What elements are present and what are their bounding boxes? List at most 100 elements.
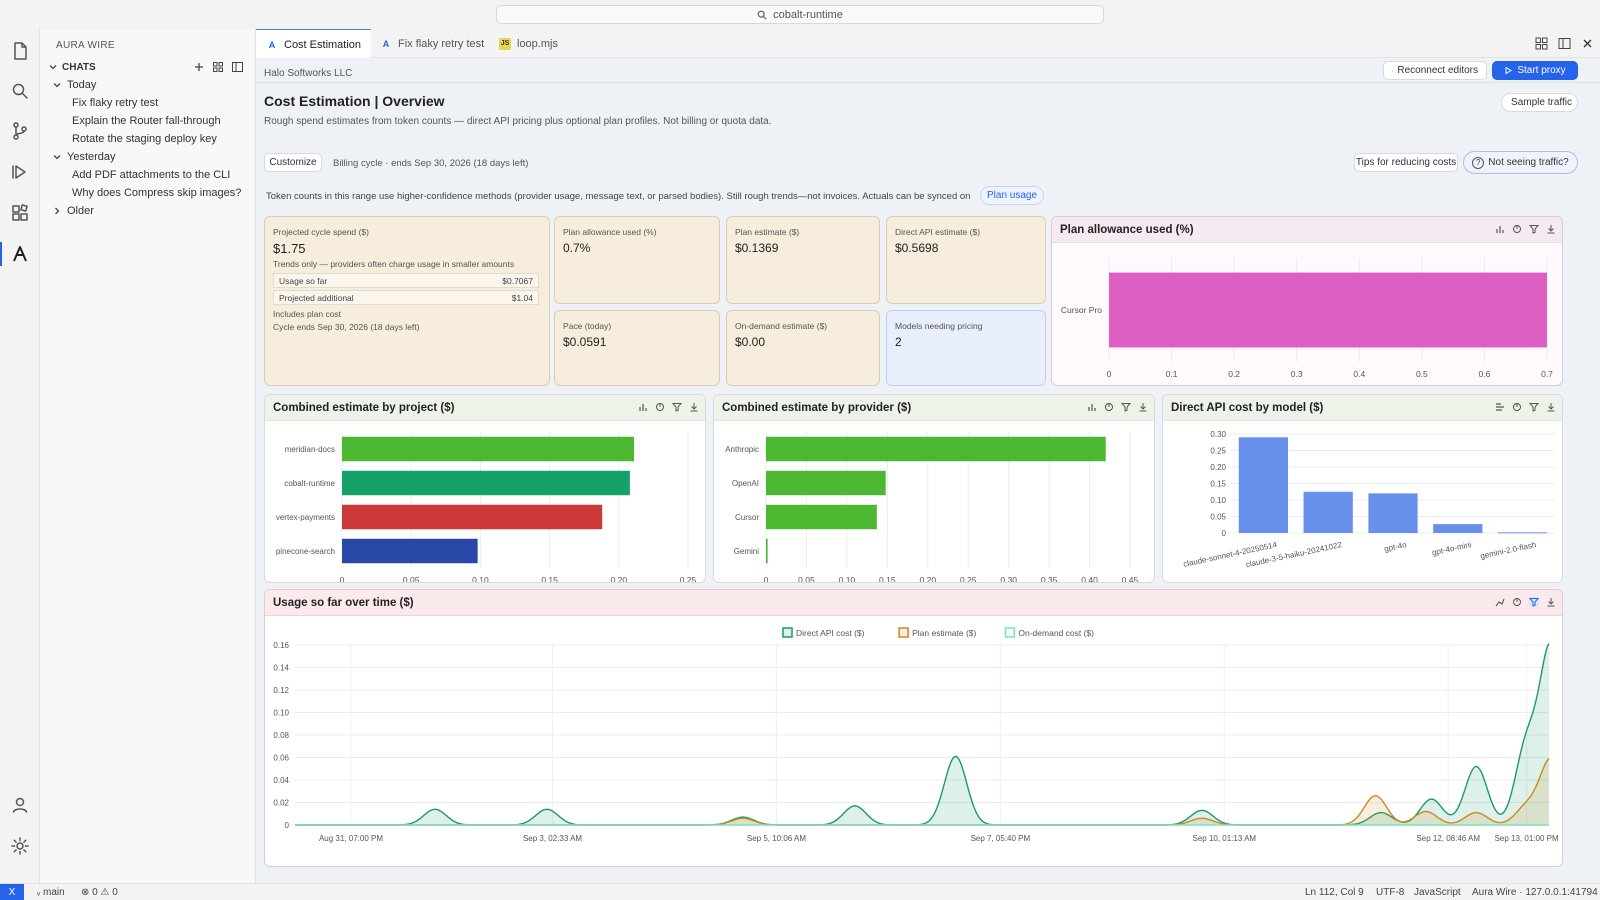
metric-label: Direct API estimate ($): [895, 227, 981, 237]
close-icon[interactable]: [1581, 37, 1594, 50]
category-label: vertex-payments: [276, 513, 335, 522]
download-icon[interactable]: [1546, 224, 1556, 234]
group-older[interactable]: Older: [40, 202, 256, 220]
run-debug-icon[interactable]: [10, 162, 30, 182]
row-key: Projected additional: [279, 292, 354, 303]
series-area: [295, 758, 1549, 825]
chat-item[interactable]: Rotate the staging deploy key: [72, 133, 217, 145]
usage-row: Usage so far $0.7067: [273, 273, 539, 288]
account-icon[interactable]: [10, 795, 30, 815]
cursor-position[interactable]: Ln 112, Col 9: [1305, 887, 1364, 898]
group-label: Today: [67, 79, 97, 91]
tab-label: Fix flaky retry test: [398, 37, 485, 50]
chart-type-icon[interactable]: [1495, 402, 1505, 412]
x-tick-label: 0.20: [920, 575, 937, 582]
time-chart: 0 0.02 0.04 0.06 0.08 0.10 0.12 0.14 0.16 Aug 31,…: [273, 627, 1559, 843]
start-proxy-button[interactable]: Start proxy: [1492, 61, 1578, 80]
download-icon[interactable]: [1138, 402, 1148, 412]
x-tick-label: 0.6: [1479, 369, 1491, 379]
y-tick-label: 0: [285, 821, 290, 830]
command-center-text: cobalt-runtime: [773, 8, 843, 21]
chart-type-icon[interactable]: [1087, 402, 1097, 412]
settings-gear-icon[interactable]: [10, 836, 30, 856]
filter-icon[interactable]: [1529, 402, 1539, 412]
bar: [1109, 272, 1547, 348]
aura-wire-icon[interactable]: [10, 244, 30, 264]
reset-icon[interactable]: [1104, 402, 1114, 412]
category-label: Cursor Pro: [1061, 305, 1102, 315]
chat-item[interactable]: Add PDF attachments to the CLI: [72, 169, 231, 181]
metric-card-pace: Pace (today) $0.0591: [554, 310, 720, 386]
x-tick-label: Sep 3, 02:33 AM: [523, 834, 582, 843]
reset-icon[interactable]: [1512, 402, 1522, 412]
reset-icon[interactable]: [655, 402, 665, 412]
y-tick-label: 0.04: [273, 776, 289, 785]
branch-indicator[interactable]: ᵥ main: [37, 887, 65, 898]
download-icon[interactable]: [1546, 597, 1556, 607]
download-icon[interactable]: [1546, 402, 1556, 412]
chat-item[interactable]: Why does Compress skip images?: [72, 187, 242, 199]
download-icon[interactable]: [689, 402, 699, 412]
metric-label: Plan allowance used (%): [563, 227, 657, 237]
search-icon[interactable]: [10, 81, 30, 101]
source-control-icon[interactable]: [10, 121, 30, 141]
chart-type-icon[interactable]: [638, 402, 648, 412]
tips-button[interactable]: Tips for reducing costs: [1354, 153, 1458, 172]
bar: [342, 504, 603, 530]
language-mode[interactable]: JavaScript: [1414, 887, 1461, 898]
new-chat-icon[interactable]: [194, 62, 204, 72]
tab-fix-flaky-retry-test[interactable]: A Fix flaky retry test: [370, 29, 494, 58]
split-editor-icon[interactable]: [1558, 37, 1571, 50]
category-label: gpt-4o-mini: [1431, 540, 1472, 557]
sample-traffic-toggle[interactable]: Sample traffic: [1501, 93, 1578, 112]
toggle-panel-icon[interactable]: [232, 62, 243, 72]
refresh-icon: [1392, 69, 1394, 72]
x-tick-label: 0.35: [1041, 575, 1058, 582]
server-address[interactable]: Aura Wire · 127.0.0.1:41794: [1472, 887, 1598, 898]
metric-label: Models needing pricing: [895, 321, 983, 331]
remote-indicator[interactable]: X: [0, 884, 24, 900]
plan-usage-link[interactable]: Plan usage: [980, 186, 1044, 205]
x-tick-label: 0.25: [680, 575, 697, 582]
grid-view-icon[interactable]: [213, 62, 223, 72]
chart-type-icon[interactable]: [1495, 597, 1505, 607]
chat-item[interactable]: Explain the Router fall-through: [72, 115, 221, 127]
chat-item[interactable]: Fix flaky retry test: [72, 97, 159, 109]
panel-tools: [1495, 402, 1556, 412]
reset-icon[interactable]: [1512, 597, 1522, 607]
y-tick-label: 0.16: [273, 641, 289, 650]
group-yesterday[interactable]: Yesterday: [40, 148, 256, 166]
reconnect-editors-button[interactable]: Reconnect editors: [1383, 61, 1487, 80]
explorer-icon[interactable]: [10, 41, 30, 61]
divider: [256, 82, 1600, 83]
projected-spend-card: Projected cycle spend ($) $1.75 Trends o…: [264, 216, 550, 386]
extensions-icon[interactable]: [10, 203, 30, 223]
not-seeing-traffic-label: Not seeing traffic?: [1488, 157, 1569, 168]
command-center[interactable]: cobalt-runtime: [496, 5, 1104, 24]
filter-icon[interactable]: [1121, 402, 1131, 412]
encoding[interactable]: UTF-8: [1376, 887, 1405, 898]
x-tick-label: 0.10: [472, 575, 489, 582]
title-bar: cobalt-runtime: [0, 0, 1600, 29]
metric-card-models-needing-pricing[interactable]: Models needing pricing 2: [886, 310, 1046, 386]
filter-icon[interactable]: [1529, 597, 1539, 607]
reset-icon[interactable]: [1512, 224, 1522, 234]
filter-icon[interactable]: [1529, 224, 1539, 234]
chart-type-icon[interactable]: [1495, 224, 1505, 234]
javascript-file-icon: JS: [499, 37, 511, 50]
usage-row: Projected additional $1.04: [273, 290, 539, 305]
y-tick-label: 0.08: [273, 731, 289, 740]
tab-loop-mjs[interactable]: JS loop.mjs: [489, 29, 568, 58]
legend-label: On-demand cost ($): [1018, 628, 1094, 638]
customize-button[interactable]: Customize: [264, 153, 322, 172]
filter-icon[interactable]: [672, 402, 682, 412]
not-seeing-traffic-button[interactable]: ? Not seeing traffic?: [1463, 151, 1578, 174]
problems-indicator[interactable]: ⊗ 0 ⚠ 0: [81, 887, 118, 898]
metric-label: Pace (today): [563, 321, 612, 331]
y-tick-label: 0.10: [273, 709, 289, 718]
chats-section-header[interactable]: CHATS: [40, 58, 256, 76]
layout-grid-icon[interactable]: [1535, 37, 1548, 50]
cycle-note: Cycle ends Sep 30, 2026 (18 days left): [273, 322, 420, 332]
tab-cost-estimation[interactable]: A Cost Estimation: [256, 29, 372, 59]
group-today[interactable]: Today: [40, 76, 256, 94]
